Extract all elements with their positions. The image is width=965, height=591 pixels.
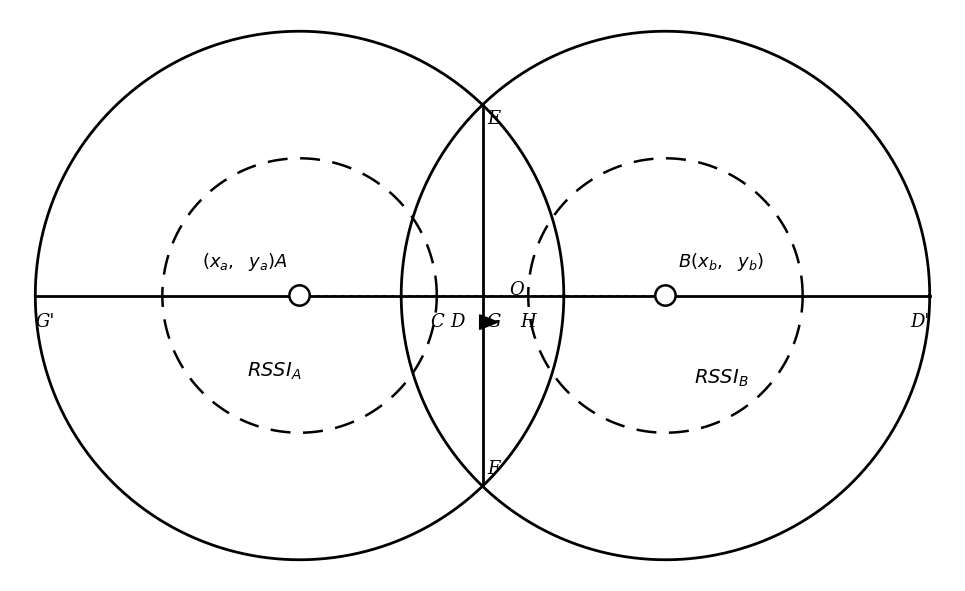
Text: $B(x_b,\ \ y_b)$: $B(x_b,\ \ y_b)$	[677, 251, 763, 273]
Text: $(x_a,\ \ y_a)A$: $(x_a,\ \ y_a)A$	[202, 251, 288, 273]
Text: D': D'	[910, 313, 929, 331]
Text: $RSSI_A$: $RSSI_A$	[247, 361, 301, 382]
Text: F: F	[487, 460, 500, 478]
Text: G': G'	[36, 313, 55, 331]
Circle shape	[290, 285, 310, 306]
Text: D: D	[450, 313, 464, 331]
Text: E: E	[487, 110, 501, 128]
Circle shape	[655, 285, 675, 306]
Text: H: H	[520, 313, 537, 331]
Text: O: O	[509, 281, 524, 298]
Text: C: C	[429, 313, 444, 331]
Text: G: G	[486, 313, 501, 331]
Polygon shape	[480, 315, 498, 329]
Text: $RSSI_B$: $RSSI_B$	[694, 368, 749, 389]
